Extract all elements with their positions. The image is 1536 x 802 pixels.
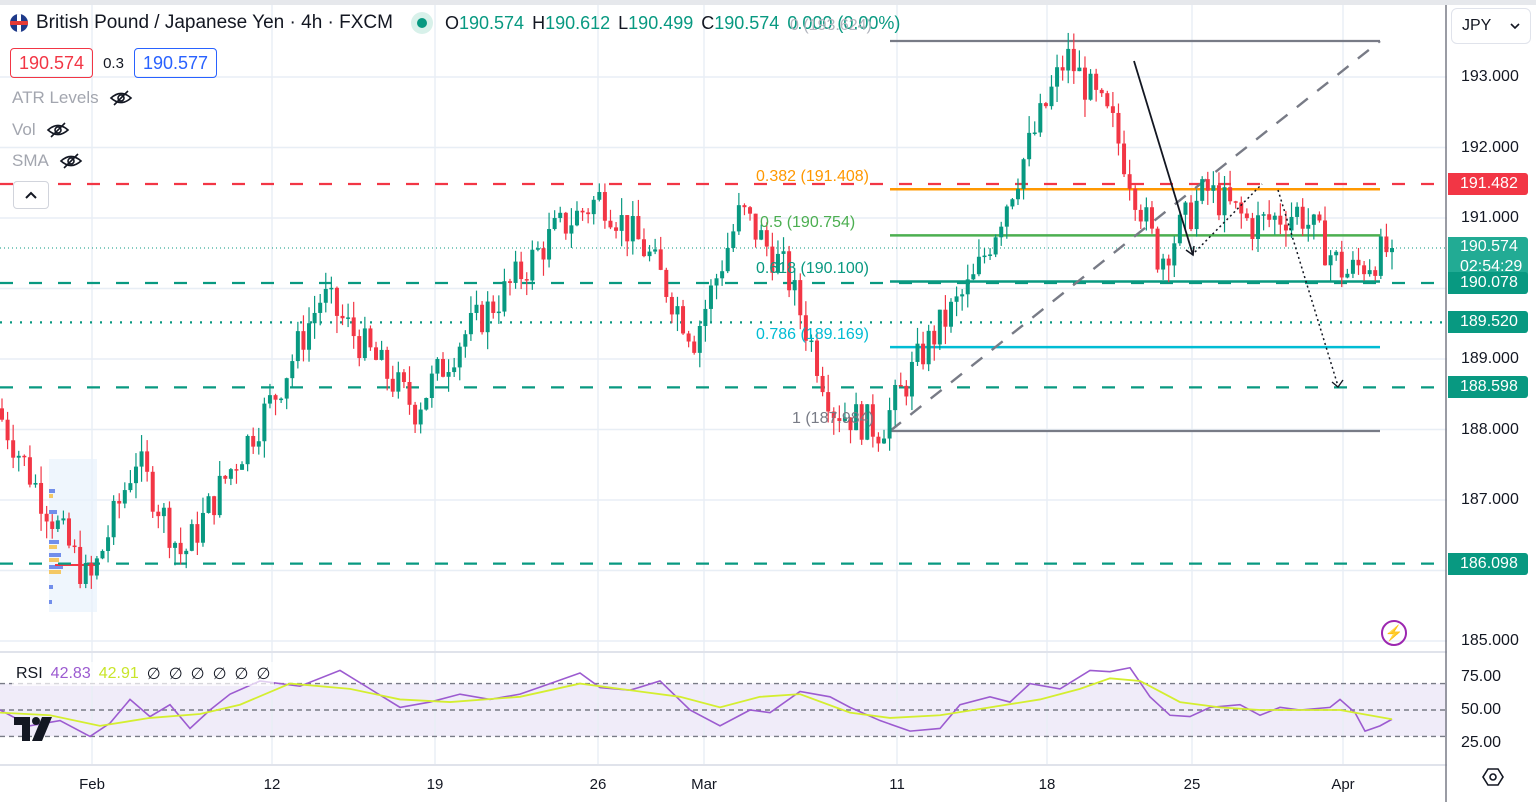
eye-hidden-icon[interactable] <box>59 152 83 170</box>
settings-gear-icon[interactable] <box>1482 766 1504 788</box>
price-chart[interactable] <box>0 0 1447 802</box>
currency-selector[interactable]: JPY <box>1451 8 1531 44</box>
rsi-placeholder: ∅ <box>234 666 249 683</box>
time-tick: 11 <box>889 776 905 793</box>
price-level-tag[interactable]: 190.078 <box>1448 272 1528 294</box>
price-level-tag[interactable]: 186.098 <box>1448 552 1528 575</box>
rsi-tick: 50.00 <box>1461 701 1502 718</box>
fib-label-0: 0 (193.624) <box>790 17 872 34</box>
rsi-ma-value: 42.91 <box>98 665 139 682</box>
price-level-tag[interactable]: 189.520 <box>1448 311 1528 334</box>
close-label: C <box>701 12 715 33</box>
indicator-label: ATR Levels <box>12 88 99 107</box>
lightning-alert-icon[interactable]: ⚡ <box>1381 620 1407 646</box>
collapse-legend-button[interactable] <box>13 181 49 209</box>
close-value: 190.574 <box>714 12 780 33</box>
time-tick: 25 <box>1183 776 1201 793</box>
ohlc-values: O190.574 H190.612 L190.499 C190.574 0.00… <box>445 13 900 34</box>
price-tick: 187.000 <box>1461 491 1519 508</box>
price-tick: 192.000 <box>1461 138 1519 156</box>
time-tick: Feb <box>79 776 105 793</box>
symbol-title[interactable]: British Pound / Japanese Yen · 4h · FXCM <box>36 12 393 33</box>
time-tick: 26 <box>589 776 607 793</box>
top-border <box>0 0 1536 5</box>
gbp-jpy-flag-icon <box>10 14 28 32</box>
fib-label-1: 1 (187.984) <box>792 410 874 427</box>
high-label: H <box>532 12 546 33</box>
buy-button[interactable]: 190.577 <box>133 48 218 78</box>
indicator-label: Vol <box>12 120 36 139</box>
price-axis[interactable]: 193.000 192.000 191.000 189.000 188.000 187.0… <box>1447 5 1536 802</box>
rsi-value: 42.83 <box>50 665 91 682</box>
fib-label-0786: 0.786 (189.169) <box>756 326 869 343</box>
fib-label-05: 0.5 (190.754) <box>760 214 856 231</box>
sell-button[interactable]: 190.574 <box>10 48 94 78</box>
fib-label-0618: 0.618 (190.100) <box>756 260 869 277</box>
rsi-label: RSI <box>16 665 43 682</box>
low-label: L <box>618 12 629 33</box>
rsi-placeholder: ∅ <box>190 666 205 683</box>
rsi-placeholder: ∅ <box>146 666 161 683</box>
low-value: 190.499 <box>628 12 694 33</box>
symbol-legend: British Pound / Japanese Yen · 4h · FXCM… <box>10 12 900 34</box>
tradingview-logo[interactable] <box>14 716 54 748</box>
price-level-tag[interactable]: 188.598 <box>1448 376 1528 399</box>
price-tick: 188.000 <box>1461 420 1519 438</box>
price-level-tag[interactable]: 190.574 02:54:29 <box>1448 237 1528 278</box>
indicator-atr-levels[interactable]: ATR Levels <box>12 88 133 108</box>
time-tick: 18 <box>1038 776 1056 793</box>
price-tick: 191.000 <box>1461 209 1519 226</box>
open-label: O <box>444 12 459 33</box>
quote-buttons: 190.574 0.3 190.577 <box>10 48 218 78</box>
price-tick: 185.000 <box>1461 632 1519 649</box>
market-open-status-icon[interactable] <box>410 12 433 34</box>
indicator-sma[interactable]: SMA <box>12 151 83 171</box>
rsi-legend[interactable]: RSI 42.83 42.91 ∅ ∅ ∅ ∅ ∅ ∅ <box>12 662 275 686</box>
indicator-vol[interactable]: Vol <box>12 120 70 140</box>
price-tick: 189.000 <box>1461 350 1519 367</box>
eye-hidden-icon[interactable] <box>46 121 70 139</box>
time-tick: Mar <box>691 776 717 793</box>
rsi-tick: 75.00 <box>1461 668 1502 685</box>
currency-value: JPY <box>1462 17 1492 34</box>
rsi-placeholder: ∅ <box>168 666 183 683</box>
rsi-placeholder: ∅ <box>256 666 271 683</box>
high-value: 190.612 <box>545 12 611 33</box>
time-tick: 19 <box>426 776 444 793</box>
indicator-label: SMA <box>12 151 49 170</box>
chevron-down-icon <box>1510 23 1520 29</box>
open-value: 190.574 <box>459 12 525 33</box>
change-value: 0.000 (0.00%) <box>787 12 901 33</box>
rsi-placeholder: ∅ <box>212 666 227 683</box>
eye-hidden-icon[interactable] <box>109 89 133 107</box>
price-level-tag[interactable]: 191.482 <box>1448 173 1528 196</box>
time-tick: Apr <box>1331 776 1355 793</box>
chevron-up-icon <box>25 191 37 199</box>
rsi-tick: 25.00 <box>1461 734 1502 751</box>
time-tick: 12 <box>263 776 281 793</box>
spread-value: 0.3 <box>103 54 124 72</box>
price-tick: 193.000 <box>1461 68 1519 85</box>
fib-label-0382: 0.382 (191.408) <box>756 168 869 185</box>
